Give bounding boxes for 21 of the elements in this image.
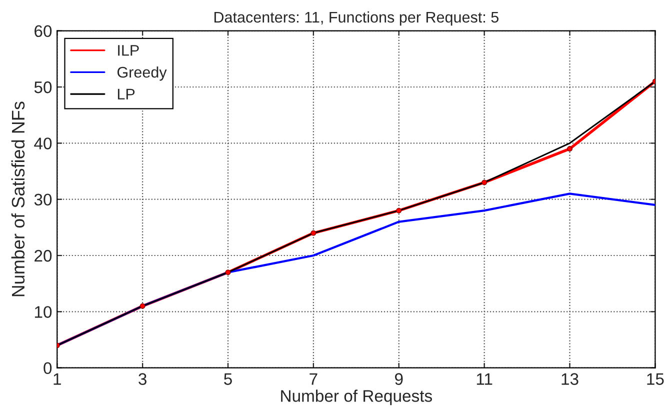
y-tick-label: 30 <box>34 194 52 206</box>
x-tick-label: 13 <box>562 373 578 385</box>
y-tick-label: 60 <box>34 25 52 38</box>
x-tick-label: 7 <box>310 373 318 385</box>
x-tick-label: 3 <box>138 373 146 385</box>
legend-label: LP <box>118 88 135 100</box>
y-axis-title: Number of Satisfied NFs <box>11 102 25 296</box>
x-tick-label: 15 <box>647 373 664 385</box>
x-tick-label: 5 <box>224 373 232 385</box>
chart-title: Datacenters: 11, Functions per Request: 5 <box>214 11 498 26</box>
legend-label: ILP <box>118 45 139 56</box>
y-tick-label: 0 <box>44 362 52 374</box>
x-tick-label: 11 <box>476 373 492 385</box>
y-tick-label: 10 <box>34 306 52 318</box>
y-tick-label: 50 <box>34 81 52 94</box>
x-tick-label: 1 <box>54 373 61 385</box>
legend-label: Greedy <box>117 66 167 81</box>
y-tick-label: 40 <box>34 138 52 150</box>
x-axis-title: Number of Requests <box>281 390 432 406</box>
y-tick-label: 20 <box>34 250 52 262</box>
x-tick-label: 9 <box>395 373 403 385</box>
